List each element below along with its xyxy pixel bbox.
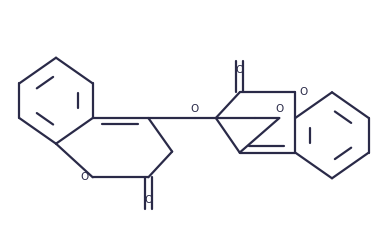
Text: O: O: [191, 104, 199, 114]
Text: O: O: [275, 104, 284, 114]
Text: O: O: [300, 87, 308, 97]
Text: O: O: [236, 65, 244, 75]
Text: O: O: [144, 195, 152, 205]
Text: O: O: [80, 172, 88, 182]
